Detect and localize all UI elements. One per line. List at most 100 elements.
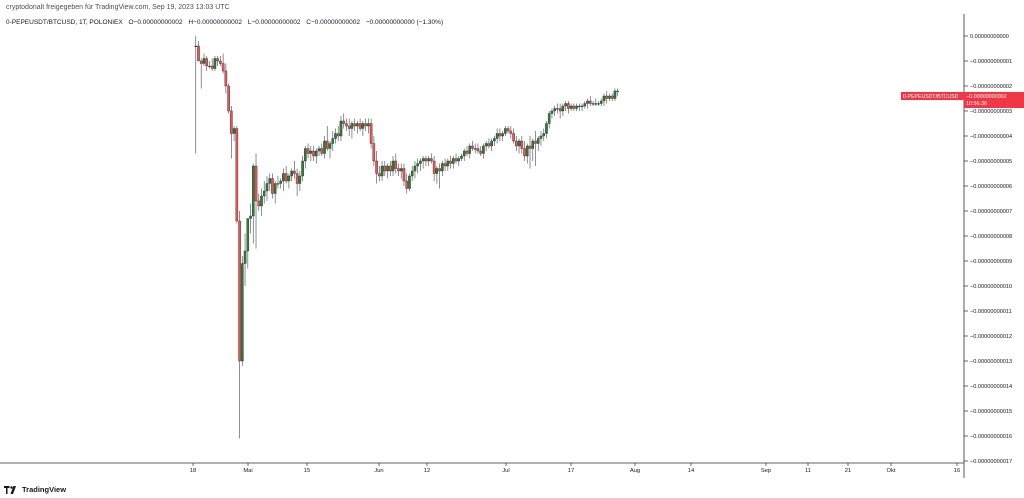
candle-body [545, 123, 548, 134]
candle-body [432, 160, 436, 174]
candle-body [547, 113, 551, 124]
candle-body [260, 195, 263, 207]
time-tick-label: 17 [568, 468, 574, 474]
candle-body [476, 148, 480, 152]
candle-body [446, 160, 450, 167]
candle-body [216, 58, 219, 62]
candle-body [271, 178, 274, 194]
candle-body [241, 263, 244, 362]
time-tick-label: Sep [761, 468, 771, 474]
candle-body [265, 183, 269, 192]
close-value: C−0.00000000002 [306, 19, 360, 26]
last-price-value: −0.00000000002 [966, 94, 1007, 100]
candle-body [397, 168, 400, 172]
candle-body [468, 145, 472, 154]
time-tick-label: Jun [374, 468, 383, 474]
candle-body [230, 110, 233, 134]
candle-body [495, 133, 499, 139]
candle-body [315, 150, 318, 157]
candle-body [424, 158, 428, 162]
candle-body [580, 105, 584, 107]
candle-body [380, 165, 384, 177]
candle-body [386, 165, 389, 172]
change-value: −0.00000000000 (−1.30%) [365, 19, 444, 26]
candle-body [246, 218, 250, 252]
candle-body [210, 65, 214, 69]
candle-body [487, 143, 491, 147]
candle-body [378, 173, 381, 177]
candle-body [306, 148, 310, 154]
price-tick-label: −0.00000000015 [970, 409, 1012, 415]
price-tick-label: 0.00000000000 [970, 34, 1009, 40]
candle-body [257, 200, 261, 207]
candle-body [515, 140, 518, 147]
candle-body [443, 163, 447, 167]
candle-body [558, 108, 562, 112]
candle-body [361, 123, 365, 129]
candle-body [353, 123, 356, 127]
time-tick-label: Aug [630, 468, 640, 474]
candle-body [599, 100, 603, 104]
candle-body [325, 140, 329, 149]
candle-body [254, 165, 258, 202]
candle-body [435, 168, 439, 174]
time-tick-label: 12 [424, 468, 430, 474]
candle-body [597, 103, 600, 105]
price-tick-label: −0.00000000010 [970, 284, 1012, 290]
candle-body [287, 175, 291, 182]
candle-body [578, 105, 581, 107]
candle-body [290, 170, 293, 177]
candle-body [410, 170, 414, 177]
tradingview-footer[interactable]: TradingView [4, 485, 66, 494]
candle-body [438, 168, 441, 172]
candle-body [594, 103, 598, 105]
candle-body [227, 85, 230, 112]
time-tick-label: 14 [688, 468, 695, 474]
candle-body [276, 183, 280, 185]
candle-body [249, 215, 252, 219]
price-axis[interactable]: 0.00000000000 −0.00000000001 −0.0000000000… [963, 14, 1012, 478]
candle-body [364, 123, 367, 127]
candle-body [389, 165, 392, 172]
candle-body [441, 163, 444, 172]
candle-body [342, 120, 345, 124]
candle-body [517, 140, 521, 147]
candle-body [539, 135, 543, 139]
price-tick-label: −0.00000000008 [970, 234, 1012, 240]
candle-body [452, 158, 455, 164]
candle-body [213, 58, 217, 69]
candle-body [613, 90, 617, 99]
candle-body [208, 65, 211, 67]
candle-body [309, 150, 313, 154]
tradingview-logo-icon [4, 485, 16, 494]
candle-body [356, 123, 359, 127]
candle-body [616, 90, 619, 92]
candle-body [572, 105, 576, 109]
candle-body [553, 108, 556, 112]
high-value: H−0.00000000002 [188, 19, 243, 26]
candle-body [238, 220, 241, 362]
price-tick-label: −0.00000000001 [970, 59, 1012, 65]
candle-body [610, 95, 614, 99]
candle-body [506, 128, 510, 132]
price-tick-label: −0.00000000004 [970, 134, 1012, 140]
candle-body [526, 145, 529, 157]
candle-body [372, 143, 376, 162]
candle-body [405, 180, 408, 189]
symbol-name[interactable]: 0-PEPEUSDT/BTCUSD, 1T, POLONIEX [6, 19, 123, 26]
candle-body [205, 58, 208, 67]
candle-body [556, 108, 559, 110]
candle-body [520, 140, 524, 149]
candle-body [273, 183, 277, 194]
candle-body [224, 70, 228, 87]
candle-body [317, 148, 321, 152]
time-axis[interactable]: 18 Mai 15 Jun 12 Jul 17 Aug 14 Sep 11 21 Okt 16 [0, 462, 964, 474]
candle-body [564, 103, 567, 107]
candle-body [408, 175, 411, 189]
candle-body [473, 148, 477, 150]
price-tick-label: −0.00000000009 [970, 259, 1012, 265]
candle-body [304, 148, 307, 162]
candle-body [345, 123, 348, 127]
price-tick-label: −0.00000000006 [970, 184, 1012, 190]
